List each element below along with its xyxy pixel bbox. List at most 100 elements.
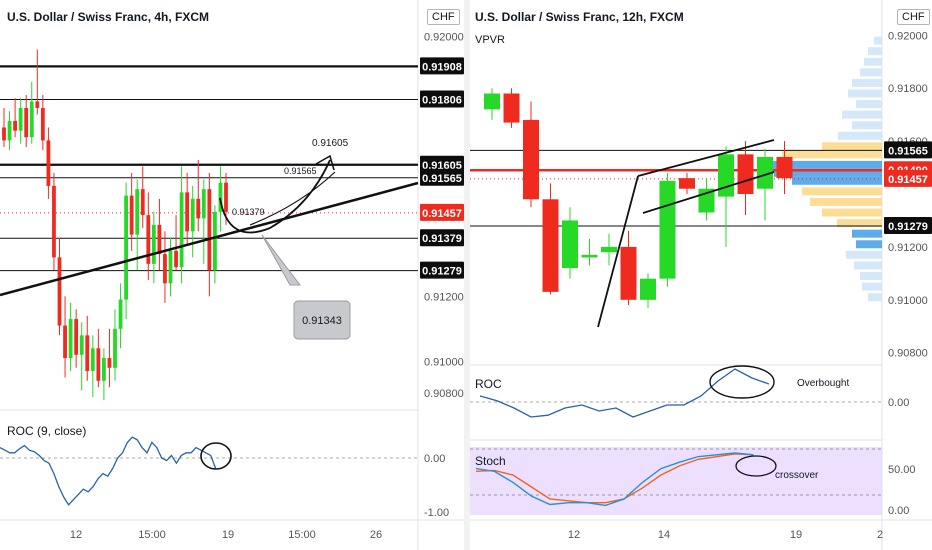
candle-body xyxy=(620,246,637,300)
price-tag-text: 0.91457 xyxy=(888,174,928,186)
callout-pointer xyxy=(261,234,302,286)
volume-profile-bar xyxy=(868,293,882,302)
price-tag-text: 0.91908 xyxy=(422,61,462,73)
left-currency-badge[interactable]: CHF xyxy=(427,9,460,25)
dip-annotation: 0.91379 xyxy=(232,207,265,217)
price-axis-label: 0.92000 xyxy=(888,30,928,42)
candle-body xyxy=(13,120,17,131)
stoch-axis-label: 0.00 xyxy=(888,505,909,517)
price-tag-text: 0.91379 xyxy=(422,233,462,245)
panel-divider[interactable] xyxy=(464,0,470,550)
volume-profile-bar xyxy=(837,219,882,228)
price-tag xyxy=(420,168,464,186)
candle-body xyxy=(776,156,793,179)
stoch-axis-label: 50.00 xyxy=(888,464,916,476)
candle-body xyxy=(113,328,117,368)
candle-body xyxy=(57,257,62,326)
time-axis-label: 19 xyxy=(790,529,802,541)
candle-body xyxy=(157,224,162,255)
ascending-trendline xyxy=(0,181,419,297)
candle-body xyxy=(179,192,184,268)
candle-body xyxy=(163,254,167,284)
volume-profile-bar xyxy=(774,168,882,177)
volume-profile-bar xyxy=(810,197,882,206)
price-tag xyxy=(420,90,464,108)
candle-body xyxy=(581,254,598,258)
time-axis-label: 12 xyxy=(70,529,82,541)
candle-body xyxy=(679,178,695,189)
candle-body xyxy=(85,335,90,372)
volume-profile-bar xyxy=(860,68,882,77)
candle-body xyxy=(40,107,45,141)
price-tag-text: 0.91279 xyxy=(888,221,928,233)
price-tag-text: 0.91565 xyxy=(422,173,462,185)
candle-body xyxy=(484,93,500,110)
candle-body xyxy=(601,246,617,253)
price-tag xyxy=(420,229,464,247)
right-chart-canvas[interactable]: 0.920000.918000.916000.912000.910000.908… xyxy=(470,0,932,550)
channel-lower-line xyxy=(642,171,775,214)
candle-body xyxy=(79,335,84,355)
left-chart-canvas[interactable]: 0.91343 0.91605 0.91565 0.91379 0.92000 0.912… xyxy=(0,0,464,550)
volume-profile-bar xyxy=(856,240,882,249)
candle-body xyxy=(124,195,128,300)
candle-body xyxy=(35,101,40,108)
candle-body xyxy=(218,182,223,212)
candle-body xyxy=(90,348,95,372)
left-roc-label: ROC (9, close) xyxy=(7,424,87,438)
candle-body xyxy=(146,215,151,264)
price-tag-text: 0.91457 xyxy=(422,208,462,220)
crossover-annotation: crossover xyxy=(775,470,819,481)
price-tag xyxy=(420,155,464,173)
price-axis-label: 0.91200 xyxy=(424,291,464,303)
time-axis-label: 26 xyxy=(370,529,382,541)
price-axis-label: 0.91800 xyxy=(888,83,928,95)
right-roc-label: ROC xyxy=(475,377,502,391)
volume-profile-bar xyxy=(762,160,882,169)
candle-body xyxy=(224,182,228,212)
price-tag xyxy=(420,203,464,221)
candle-body xyxy=(659,180,676,279)
price-tag xyxy=(884,141,932,159)
candle-body xyxy=(213,211,217,271)
stoch-band xyxy=(470,447,882,515)
candle-body xyxy=(757,156,773,189)
candle-body xyxy=(52,185,56,258)
candle-body xyxy=(74,319,79,355)
candle-body xyxy=(174,250,178,268)
candle-body xyxy=(151,224,156,264)
candle-body xyxy=(2,127,6,141)
volume-profile-bar xyxy=(848,89,882,98)
impulse-line xyxy=(597,175,639,328)
candle-body xyxy=(190,198,195,232)
mid-annotation: 0.91565 xyxy=(284,166,317,176)
right-stoch-label: Stoch xyxy=(475,454,506,468)
candle-body xyxy=(196,198,201,219)
crossover-circle xyxy=(735,455,777,477)
volume-profile-bar xyxy=(822,142,882,151)
price-axis-label: 0.91000 xyxy=(424,356,464,368)
roc-axis-label: -1.00 xyxy=(424,507,449,519)
roc-series xyxy=(479,368,770,418)
overbought-circle xyxy=(709,365,775,399)
candle-body xyxy=(640,278,656,300)
candle-body xyxy=(107,358,112,368)
price-tag xyxy=(420,261,464,279)
candle-body xyxy=(523,119,539,200)
time-axis-label: 19 xyxy=(222,529,234,541)
candle-body xyxy=(185,192,190,232)
right-chart-title: U.S. Dollar / Swiss Franc, 12h, FXCM xyxy=(475,10,684,24)
volume-profile-bar xyxy=(782,150,882,159)
time-axis-label: 12 xyxy=(568,529,580,541)
overbought-annotation: Overbought xyxy=(797,378,849,389)
price-tag-text: 0.91279 xyxy=(422,266,462,278)
price-tag xyxy=(420,57,464,75)
channel-upper-line xyxy=(637,139,775,177)
time-axis-label: 2 xyxy=(877,529,883,541)
right-currency-badge[interactable]: CHF xyxy=(897,9,930,25)
left-chart-title: U.S. Dollar / Swiss Franc, 4h, FXCM xyxy=(7,10,210,24)
candle-body xyxy=(18,107,23,131)
candle-body xyxy=(24,107,29,138)
price-tag xyxy=(884,169,932,187)
